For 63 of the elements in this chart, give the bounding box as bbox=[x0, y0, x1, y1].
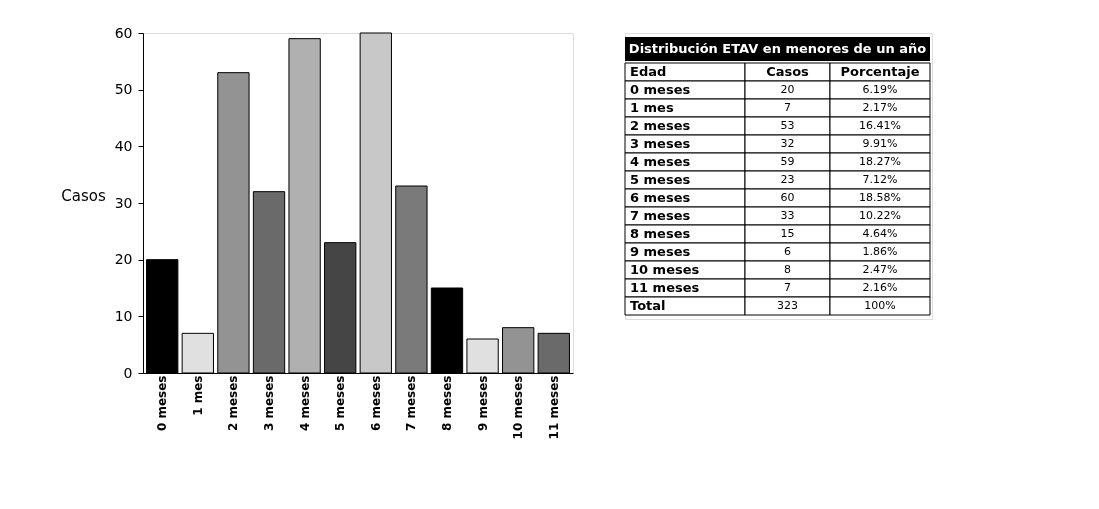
text: 7 meses bbox=[630, 208, 691, 223]
y-tick-label: 40 bbox=[114, 137, 133, 154]
y-tick-label: 30 bbox=[114, 194, 133, 211]
x-tick-label: 3 meses bbox=[262, 375, 277, 432]
y-tick-label: 0 bbox=[123, 364, 133, 381]
text: 9.91% bbox=[862, 137, 898, 150]
x-tick-label: 2 meses bbox=[226, 375, 241, 432]
text: 7 bbox=[784, 281, 791, 294]
x-tick-label: 4 meses bbox=[297, 375, 312, 432]
x-tick-label: 7 meses bbox=[404, 375, 419, 432]
text: 1.86% bbox=[862, 245, 898, 258]
y-tick-label: 10 bbox=[114, 307, 133, 324]
x-tick-label: 6 meses bbox=[368, 375, 383, 432]
y-axis-title: Casos bbox=[61, 186, 106, 205]
x-tick-label: 1 mes bbox=[190, 375, 205, 416]
x-tick-label: 5 meses bbox=[333, 375, 348, 432]
text: 6.19% bbox=[862, 83, 898, 96]
text: 32 bbox=[780, 137, 795, 150]
text: 7 bbox=[784, 101, 791, 114]
text: 8 bbox=[784, 263, 791, 276]
text: 2.47% bbox=[862, 263, 898, 276]
y-tick-label: 50 bbox=[114, 81, 133, 98]
x-tick-label: 8 meses bbox=[439, 375, 454, 432]
text: 8 meses bbox=[630, 226, 691, 241]
text: 4.64% bbox=[862, 227, 898, 240]
x-tick-label: 0 meses bbox=[155, 375, 170, 432]
text: 15 bbox=[780, 227, 795, 240]
text: 10 meses bbox=[630, 262, 700, 277]
text: Total bbox=[630, 298, 666, 313]
x-tick-label: 10 meses bbox=[511, 375, 526, 440]
text: 2.16% bbox=[862, 281, 898, 294]
text: 3 meses bbox=[630, 136, 691, 151]
y-tick-label: 20 bbox=[114, 251, 133, 268]
text: Casos bbox=[766, 64, 810, 79]
text: Porcentaje bbox=[840, 64, 920, 79]
text: 100% bbox=[864, 299, 896, 312]
text: Edad bbox=[630, 64, 667, 79]
text: 2 meses bbox=[630, 118, 691, 133]
text: 33 bbox=[780, 209, 795, 222]
text: 18.27% bbox=[859, 155, 901, 168]
text: 4 meses bbox=[630, 154, 691, 169]
text: 60 bbox=[780, 191, 795, 204]
text: 18.58% bbox=[859, 191, 901, 204]
text: Distribución ETAV en menores de un año bbox=[628, 41, 927, 56]
text: 53 bbox=[780, 119, 795, 132]
text: 23 bbox=[780, 173, 795, 186]
text: 16.41% bbox=[859, 119, 901, 132]
text: 20 bbox=[780, 83, 795, 96]
text: 7.12% bbox=[862, 173, 898, 186]
text: 0 meses bbox=[630, 82, 691, 97]
x-tick-label: 11 meses bbox=[546, 375, 561, 440]
text: 6 bbox=[784, 245, 791, 258]
text: 323 bbox=[777, 299, 798, 312]
text: 10.22% bbox=[859, 209, 901, 222]
text: 2.17% bbox=[862, 101, 898, 114]
y-tick-label: 60 bbox=[114, 24, 133, 41]
text: 5 meses bbox=[630, 172, 691, 187]
text: 59 bbox=[780, 155, 795, 168]
text: 9 meses bbox=[630, 244, 691, 259]
text: 6 meses bbox=[630, 190, 691, 205]
text: 1 mes bbox=[630, 100, 674, 115]
x-tick-label: 9 meses bbox=[475, 375, 490, 432]
text: 11 meses bbox=[630, 280, 700, 295]
